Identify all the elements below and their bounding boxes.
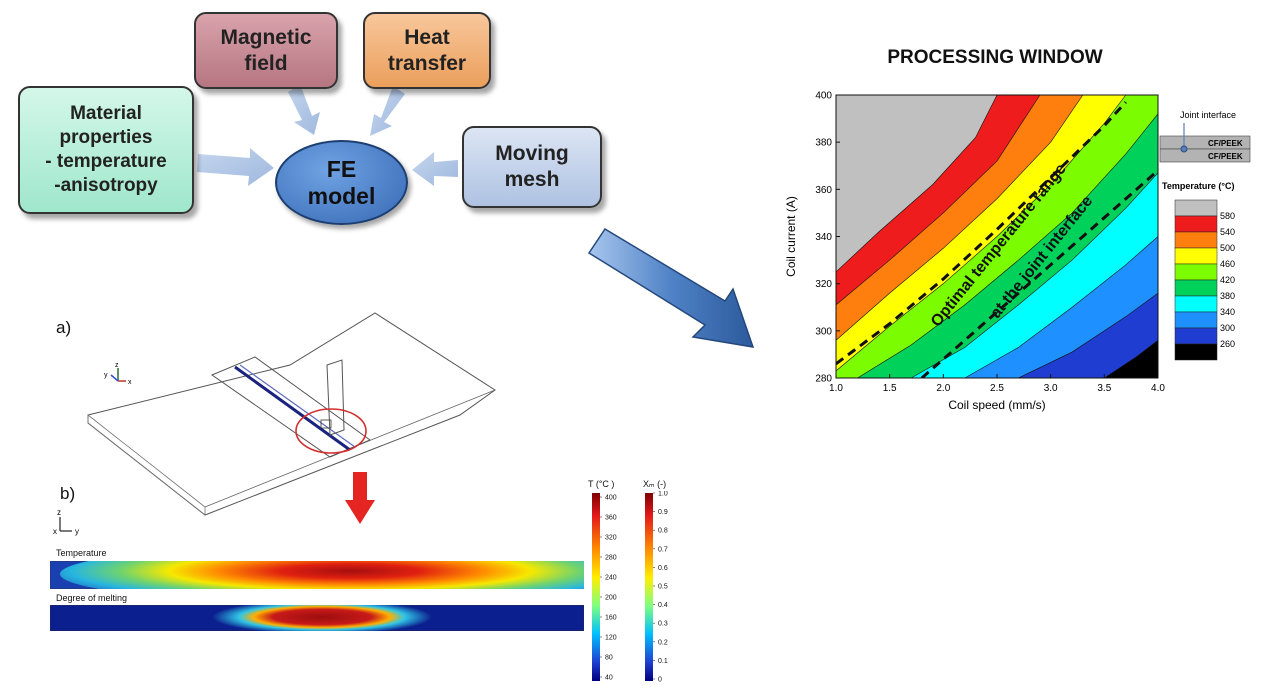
y-tick-label: 280: [815, 374, 832, 385]
colorbar-tick: 0.5: [658, 584, 668, 591]
heat-transfer-box: Heat transfer: [363, 12, 491, 89]
x-tick-label: 2.5: [990, 383, 1004, 394]
colorbar-tick: 0.9: [658, 509, 668, 516]
x-tick-label: 1.0: [829, 383, 843, 394]
x-tick-label: 2.0: [936, 383, 950, 394]
legend-level-label: 380: [1220, 291, 1235, 301]
temperature-title: Temperature: [56, 548, 107, 558]
y-tick-label: 320: [815, 279, 832, 290]
legend-level-label: 340: [1220, 307, 1235, 317]
axis-x-label: x: [128, 379, 132, 386]
colorbar-tick: 0.2: [658, 639, 668, 646]
legend-swatch: [1174, 263, 1218, 281]
y-tick-label: 340: [815, 232, 832, 243]
colorbar-tick: 1.0: [658, 491, 668, 498]
x-tick-label: 1.5: [883, 383, 897, 394]
legend-level-label: 580: [1220, 211, 1235, 221]
chart-title: PROCESSING WINDOW: [887, 47, 1103, 68]
melting-title: Degree of melting: [56, 593, 128, 603]
y-tick-label: 360: [815, 185, 832, 196]
legend-level-label: 460: [1220, 259, 1235, 269]
colorbar-tick: 120: [605, 635, 617, 642]
panel-b-label: b): [60, 484, 76, 503]
contour-band->580: [836, 95, 999, 273]
colorbar-tick: 320: [605, 535, 617, 542]
legend-level-label: 540: [1220, 227, 1235, 237]
optimal-range-boundary-1: [836, 101, 1127, 366]
colorbar-tick: 360: [605, 515, 617, 522]
arrow-material-to-fe: [197, 148, 274, 186]
panel-a-geometry: z x y: [87, 312, 496, 516]
legend-swatch: [1174, 343, 1218, 361]
colorbar-tick: 0: [658, 677, 662, 684]
temp-colorbar-title: T (°C ): [588, 479, 615, 489]
highlight-circle: [295, 408, 367, 454]
material-properties-box: Material properties - temperature -aniso…: [18, 86, 194, 214]
y-tick-label: 400: [815, 91, 832, 102]
temp-colorbar: 400 360 320 280 240 200 160 120 80 40: [592, 493, 617, 682]
arrow-magnetic-to-fe: [288, 84, 320, 135]
colorbar-tick: 0.8: [658, 528, 668, 535]
magnetic-field-box: Magnetic field: [194, 12, 338, 89]
legend-swatch: [1174, 295, 1218, 313]
x-tick-label: 4.0: [1151, 383, 1165, 394]
legend-swatch: [1174, 247, 1218, 265]
colorbar-tick: 0.7: [658, 546, 668, 553]
x-tick-label: 3.0: [1044, 383, 1058, 394]
melt-colorbar-title: Xₘ (-): [643, 479, 667, 489]
legend-swatch: [1174, 311, 1218, 329]
y-axis-label: Coil current (A): [784, 196, 798, 277]
legend-level-label: 420: [1220, 275, 1235, 285]
melt-colorbar: 1.0 0.9 0.8 0.7 0.6 0.5 0.4 0.3 0.2 0.1 0: [645, 491, 668, 684]
colorbar-tick: 400: [605, 495, 617, 502]
y-tick-label: 300: [815, 326, 832, 337]
legend-swatch: [1174, 215, 1218, 233]
legend-swatch: [1174, 199, 1218, 217]
legend-swatch: [1174, 231, 1218, 249]
y-tick-label: 380: [815, 138, 832, 149]
panel-b-axes-icon: z y x: [53, 508, 79, 536]
red-down-arrow: [345, 472, 375, 524]
colorbar-tick: 160: [605, 615, 617, 622]
legend-level-label: 300: [1220, 323, 1235, 333]
colorbar-tick: 0.6: [658, 565, 668, 572]
colorbar-tick: 0.1: [658, 658, 668, 665]
svg-text:y: y: [75, 527, 79, 536]
colorbar-tick: 40: [605, 675, 613, 682]
inset-title: Joint interface: [1180, 110, 1236, 120]
panel-a-label: a): [56, 318, 72, 337]
panel-a-axes-icon: z x y: [104, 362, 132, 386]
colorbar-tick: 240: [605, 575, 617, 582]
arrow-heat-to-fe: [370, 86, 405, 136]
fe-model-ellipse: FE model: [275, 140, 408, 225]
x-tick-label: 3.5: [1097, 383, 1111, 394]
inset-layer-label: CF/PEEK: [1208, 139, 1243, 148]
colorbar-tick: 0.4: [658, 602, 668, 609]
optimal-range-boundary-2: [920, 169, 1158, 378]
inset-layer-label: CF/PEEK: [1208, 152, 1243, 161]
moving-mesh-box: Moving mesh: [462, 126, 602, 208]
colorbar-tick: 0.3: [658, 621, 668, 628]
svg-text:x: x: [53, 527, 57, 536]
colorbar-tick: 200: [605, 595, 617, 602]
legend-level-label: 260: [1220, 339, 1235, 349]
legend-swatch: [1174, 327, 1218, 345]
legend-swatch: [1174, 279, 1218, 297]
melting-strip: [50, 605, 584, 631]
colorbar-tick: 280: [605, 555, 617, 562]
axis-y-label: y: [104, 372, 108, 379]
legend-level-label: 500: [1220, 243, 1235, 253]
temperature-strip: [50, 561, 584, 589]
x-axis-label: Coil speed (mm/s): [948, 398, 1045, 412]
axis-z-label: z: [115, 362, 119, 369]
svg-text:z: z: [57, 508, 61, 517]
legend-title: Temperature (°C): [1162, 181, 1234, 191]
colorbar-tick: 80: [605, 655, 613, 662]
flow-arrows: [197, 84, 458, 186]
arrow-moving-to-fe: [412, 152, 458, 186]
big-arrow: [587, 227, 755, 348]
